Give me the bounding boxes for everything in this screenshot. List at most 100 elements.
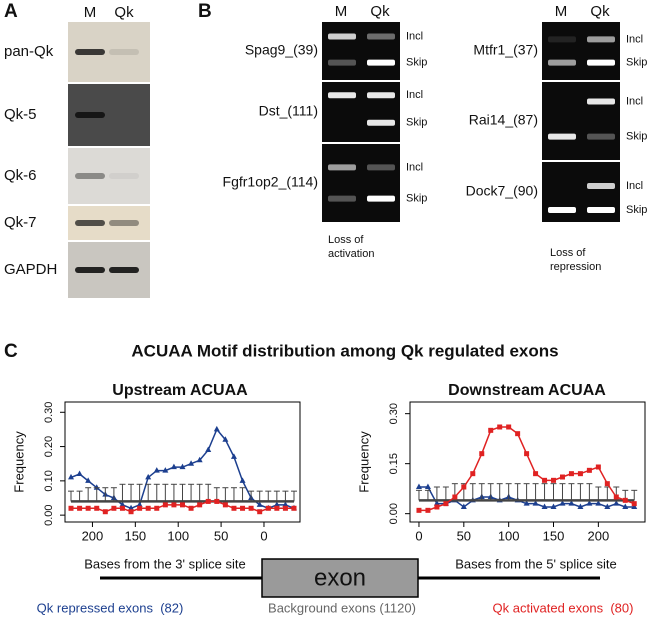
data-point xyxy=(586,467,592,473)
exon-label: exon xyxy=(314,564,366,591)
band-label: Incl xyxy=(406,161,423,173)
gel-band xyxy=(548,59,576,66)
gel-band xyxy=(587,207,615,213)
blot-band xyxy=(75,112,105,118)
band-label: Skip xyxy=(406,57,427,69)
x-tick-label: 0 xyxy=(260,528,267,543)
data-point xyxy=(179,463,186,470)
data-point xyxy=(145,473,152,480)
y-axis-label: Frequency xyxy=(356,431,371,493)
data-point xyxy=(119,501,126,507)
data-point xyxy=(488,427,494,433)
data-point xyxy=(595,500,602,506)
error-bar xyxy=(523,483,530,501)
data-point xyxy=(443,501,449,507)
data-point xyxy=(248,505,254,511)
row-label: Qk-6 xyxy=(4,167,37,184)
band-label: Incl xyxy=(406,30,423,42)
plot-frame xyxy=(64,401,301,523)
gel-band xyxy=(587,59,615,66)
lane-label: Qk xyxy=(590,3,610,20)
y-tick-label: 0.00 xyxy=(43,504,55,525)
error-bar xyxy=(222,487,229,502)
data-point xyxy=(515,431,521,437)
data-point xyxy=(559,500,566,506)
panel-title: ACUAA Motif distribution among Qk regula… xyxy=(131,341,558,360)
data-point xyxy=(604,481,610,487)
data-point xyxy=(568,500,575,506)
error-bar xyxy=(469,483,476,501)
error-bar xyxy=(595,486,602,501)
lane-label: Qk xyxy=(370,3,390,20)
error-bar xyxy=(586,483,593,501)
error-bar xyxy=(188,483,195,502)
data-point xyxy=(497,424,503,430)
data-point xyxy=(523,500,530,506)
error-bar xyxy=(256,490,263,502)
data-point xyxy=(613,500,620,506)
error-bar xyxy=(205,483,212,502)
data-point xyxy=(568,471,574,477)
data-point xyxy=(257,509,263,515)
data-point xyxy=(282,501,289,507)
data-point xyxy=(460,503,467,509)
row-label: Qk-7 xyxy=(4,214,37,231)
lane-label: Qk xyxy=(114,4,134,21)
exon-box xyxy=(261,558,419,598)
data-point xyxy=(613,494,619,500)
y-tick-label: 0.30 xyxy=(43,402,55,423)
data-point xyxy=(470,471,476,477)
legend-entry: Qk activated exons (80) xyxy=(493,600,634,615)
data-point xyxy=(188,460,195,466)
x-tick-label: 100 xyxy=(167,528,189,543)
gel-band xyxy=(587,36,615,43)
error-bar xyxy=(478,483,485,501)
error-bar xyxy=(496,483,503,501)
data-point xyxy=(162,467,169,473)
data-point xyxy=(282,505,288,511)
error-bar xyxy=(577,483,584,501)
data-point xyxy=(416,507,422,513)
error-bar xyxy=(85,487,92,502)
error-bar xyxy=(433,486,440,501)
data-point xyxy=(111,505,117,511)
error-bar xyxy=(179,483,186,502)
blot-band xyxy=(75,267,105,273)
data-point xyxy=(631,501,637,507)
x-tick-label: 200 xyxy=(588,528,610,543)
gel-band xyxy=(328,59,356,66)
data-point xyxy=(145,505,151,511)
lane-label: M xyxy=(335,3,348,20)
gel-band xyxy=(367,195,395,202)
data-point xyxy=(256,501,263,507)
gel-caption: repression xyxy=(550,261,601,273)
gene-label: Dock7_(90) xyxy=(466,183,538,199)
blot-band xyxy=(109,220,139,226)
data-point xyxy=(434,504,440,510)
gel-band xyxy=(548,207,576,213)
data-point xyxy=(94,505,100,511)
plot-frame xyxy=(409,401,646,523)
data-point xyxy=(524,451,530,457)
gel-band xyxy=(548,36,576,43)
data-point xyxy=(239,477,246,483)
data-point xyxy=(213,425,220,432)
band-label: Incl xyxy=(406,89,423,101)
error-bar xyxy=(290,490,297,502)
error-bar xyxy=(136,483,143,502)
x-tick-label: 50 xyxy=(457,528,471,543)
gel xyxy=(322,82,400,142)
data-point xyxy=(137,505,143,511)
data-point xyxy=(119,505,125,511)
data-point xyxy=(265,505,271,511)
data-point xyxy=(205,498,211,504)
data-point xyxy=(230,453,237,459)
charts: Upstream ACUAA Frequency 0.00 0.10 0.20 0.30 2… xyxy=(11,382,646,543)
row-label: Qk-5 xyxy=(4,106,37,123)
data-point xyxy=(622,497,628,503)
data-point xyxy=(222,436,229,442)
row-label: GAPDH xyxy=(4,261,57,278)
error-bar xyxy=(442,486,449,501)
data-point xyxy=(85,505,91,511)
